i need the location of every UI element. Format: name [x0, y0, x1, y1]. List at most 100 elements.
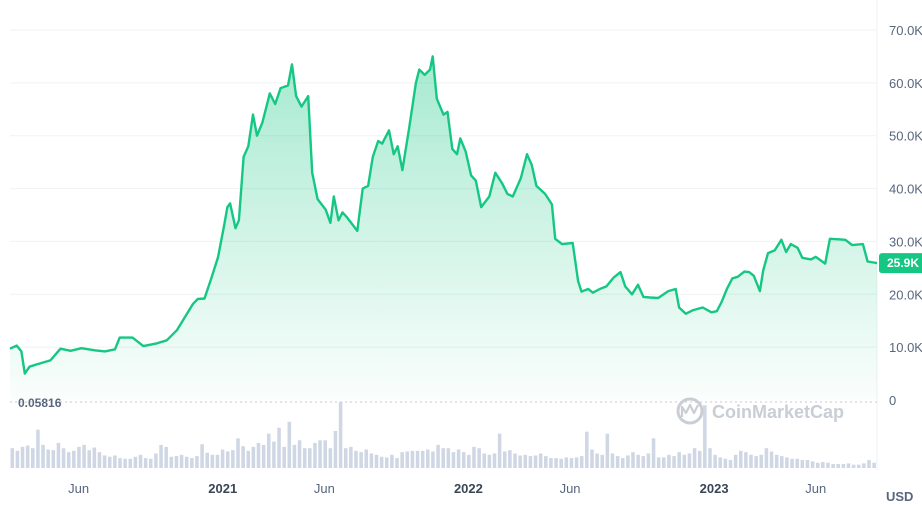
volume-bar [774, 454, 779, 468]
volume-bar [87, 450, 91, 468]
volume-bars [10, 402, 876, 468]
volume-bar [220, 449, 225, 468]
volume-bar [805, 460, 810, 468]
volume-bar [856, 464, 861, 468]
volume-bar [646, 453, 651, 468]
reference-value-label: 0.05816 [18, 396, 62, 410]
volume-bar [231, 450, 235, 468]
y-axis: 70.0K 60.0K 50.0K 40.0K 30.0K 20.0K 10.0K 0 [889, 23, 922, 408]
volume-bar [379, 456, 384, 468]
x-tick-label: 2022 [454, 481, 483, 496]
volume-bar [277, 427, 281, 468]
volume-bar [564, 457, 569, 468]
x-tick-label: Jun [68, 481, 89, 496]
volume-bar [851, 464, 856, 468]
volume-bar [836, 464, 840, 468]
volume-bar [662, 457, 666, 468]
volume-bar [323, 440, 327, 468]
volume-bar [51, 450, 56, 468]
volume-bar [677, 452, 681, 468]
volume-bar [82, 444, 86, 468]
y-tick-label: 20.0K [889, 287, 922, 302]
volume-bar [600, 454, 605, 468]
volume-bar [620, 458, 625, 468]
volume-bar [492, 453, 497, 468]
volume-bar [149, 458, 153, 468]
volume-bar [559, 458, 563, 468]
volume-bar [831, 464, 835, 468]
volume-bar [744, 452, 748, 468]
x-tick-label: Jun [805, 481, 826, 496]
volume-bar [544, 456, 548, 468]
volume-bar [641, 456, 646, 468]
volume-bar [364, 449, 369, 468]
volume-bar [107, 456, 112, 468]
volume-bar [164, 446, 168, 468]
volume-bar [656, 457, 661, 468]
volume-bar [482, 453, 487, 468]
volume-bar [190, 458, 194, 468]
volume-bar [261, 444, 266, 468]
volume-bar [718, 457, 722, 468]
volume-bar [113, 455, 117, 468]
volume-bar [420, 450, 425, 468]
x-axis: Jun 2021 Jun 2022 Jun 2023 Jun [68, 481, 826, 496]
volume-bar [138, 454, 143, 468]
volume-bar [133, 456, 138, 468]
volume-bar [354, 450, 358, 468]
volume-bar [318, 440, 322, 468]
volume-bar [210, 454, 215, 468]
volume-bar [749, 454, 753, 468]
volume-bar [595, 453, 599, 468]
volume-bar [713, 454, 717, 468]
volume-bar [626, 455, 630, 468]
volume-bar [338, 402, 343, 468]
volume-bar [472, 446, 476, 468]
volume-bar [795, 458, 799, 468]
volume-bar [179, 454, 184, 468]
volume-bar [682, 454, 687, 468]
volume-bar [533, 455, 538, 468]
volume-bar [92, 447, 97, 468]
x-tick-label: 2023 [700, 481, 729, 496]
x-tick-label: Jun [314, 481, 335, 496]
volume-bar [733, 454, 738, 468]
volume-bar [636, 454, 640, 468]
volume-bar [554, 458, 558, 468]
volume-bar [477, 448, 481, 468]
volume-bar [523, 454, 528, 468]
volume-bar [708, 448, 712, 468]
volume-bar [56, 442, 61, 468]
volume-bar [846, 463, 851, 468]
volume-bar [451, 452, 456, 468]
volume-bar [518, 455, 522, 468]
volume-bar [538, 453, 543, 468]
volume-bar [446, 448, 451, 468]
volume-bar [66, 452, 71, 468]
volume-bar [467, 454, 471, 468]
volume-bar [374, 454, 379, 468]
volume-bar [790, 458, 794, 468]
volume-bar [205, 452, 209, 468]
volume-bar [292, 444, 297, 468]
volume-bar [251, 446, 256, 468]
volume-bar [159, 444, 163, 468]
volume-bar [15, 450, 20, 468]
current-price-badge-bg [879, 253, 922, 274]
x-tick-label: 2021 [208, 481, 237, 496]
volume-bar [605, 433, 610, 468]
volume-bar [128, 458, 133, 468]
y-tick-label: 60.0K [889, 76, 922, 91]
volume-bar [267, 433, 271, 468]
volume-bar [77, 446, 81, 468]
volume-bar [431, 451, 435, 468]
volume-bar [585, 431, 589, 468]
volume-bar [821, 462, 825, 468]
volume-bar [574, 457, 579, 468]
current-price-badge: 25.9K [879, 253, 922, 274]
volume-bar [410, 450, 415, 468]
y-tick-label: 0 [889, 393, 896, 408]
volume-bar [497, 433, 502, 468]
volume-bar [405, 451, 410, 468]
